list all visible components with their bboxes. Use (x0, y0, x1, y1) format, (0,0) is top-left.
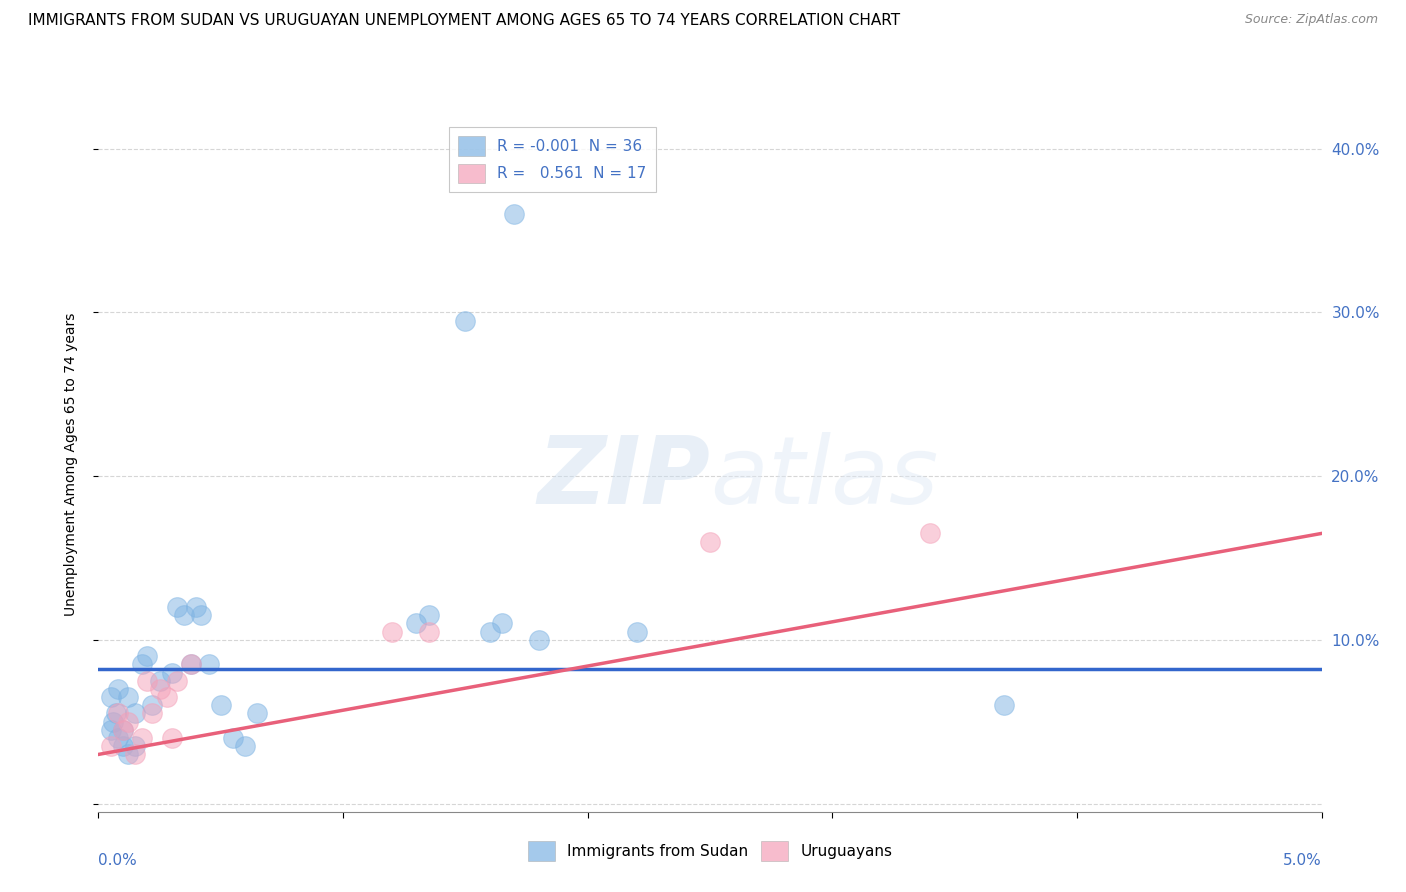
Point (186, 600, 208, 615)
Point (197, 657, 219, 672)
Y-axis label: Unemployment Among Ages 65 to 74 years: Unemployment Among Ages 65 to 74 years (63, 312, 77, 615)
Point (100, 690, 122, 705)
Point (503, 207, 526, 221)
Point (180, 657, 202, 672)
Point (190, 608, 212, 623)
Point (246, 706, 269, 721)
Point (124, 739, 146, 754)
Point (180, 657, 202, 672)
Point (111, 723, 134, 737)
Point (381, 624, 404, 639)
Point (117, 714, 139, 729)
Point (111, 723, 134, 737)
Point (136, 673, 159, 688)
Point (405, 616, 427, 631)
Point (124, 747, 146, 762)
Point (920, 526, 942, 541)
Point (527, 632, 550, 647)
Point (418, 608, 440, 623)
Point (160, 731, 183, 745)
Point (141, 698, 163, 713)
Point (454, 313, 477, 327)
Point (131, 731, 153, 745)
Point (104, 706, 127, 721)
Text: ZIP: ZIP (537, 432, 710, 524)
Point (626, 624, 648, 639)
Point (491, 616, 513, 631)
Point (131, 657, 153, 672)
Point (993, 698, 1015, 713)
Point (156, 690, 179, 705)
Point (173, 608, 195, 623)
Point (100, 723, 122, 737)
Legend: Immigrants from Sudan, Uruguayans: Immigrants from Sudan, Uruguayans (522, 835, 898, 867)
Point (149, 681, 172, 696)
Point (166, 600, 188, 615)
Text: Source: ZipAtlas.com: Source: ZipAtlas.com (1244, 13, 1378, 27)
Point (136, 649, 159, 664)
Point (478, 624, 501, 639)
Point (100, 739, 122, 754)
Point (107, 681, 129, 696)
Point (160, 665, 183, 680)
Point (233, 739, 256, 754)
Point (209, 698, 232, 713)
Point (149, 673, 172, 688)
Text: 5.0%: 5.0% (1282, 853, 1322, 868)
Point (166, 673, 188, 688)
Point (418, 624, 440, 639)
Point (107, 706, 129, 721)
Text: IMMIGRANTS FROM SUDAN VS URUGUAYAN UNEMPLOYMENT AMONG AGES 65 TO 74 YEARS CORREL: IMMIGRANTS FROM SUDAN VS URUGUAYAN UNEMP… (28, 13, 900, 29)
Text: 0.0%: 0.0% (98, 853, 138, 868)
Point (141, 706, 163, 721)
Point (222, 731, 245, 745)
Point (124, 706, 146, 721)
Text: atlas: atlas (710, 433, 938, 524)
Point (117, 690, 139, 705)
Point (699, 534, 721, 549)
Point (111, 739, 134, 754)
Point (107, 731, 129, 745)
Point (101, 714, 124, 729)
Point (117, 747, 139, 762)
